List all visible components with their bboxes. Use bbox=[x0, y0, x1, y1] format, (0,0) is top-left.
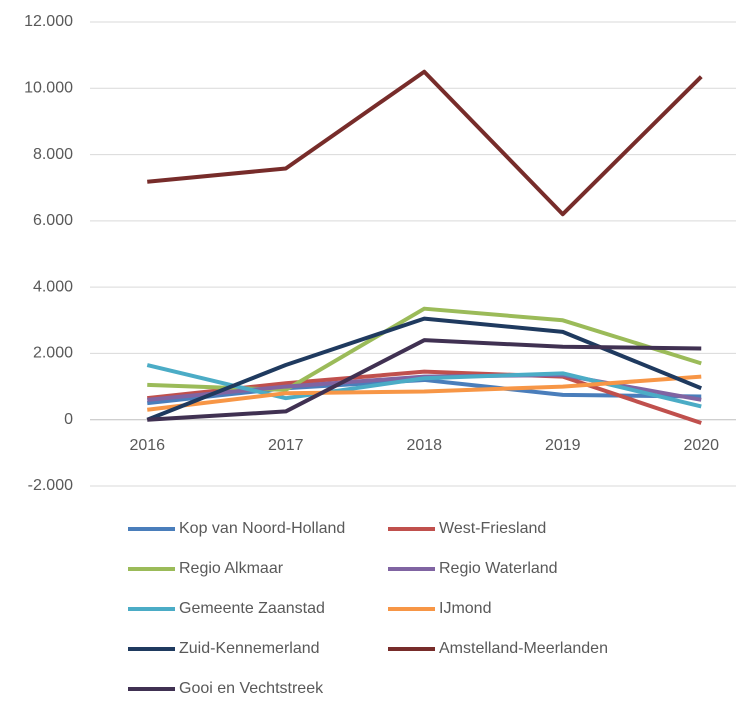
x-tick-label: 2018 bbox=[406, 437, 442, 454]
x-tick-label: 2019 bbox=[545, 437, 581, 454]
legend-label: IJmond bbox=[439, 600, 491, 617]
legend-label: Gooi en Vechtstreek bbox=[179, 680, 324, 697]
y-tick-label: -2.000 bbox=[28, 477, 73, 494]
y-tick-label: 12.000 bbox=[24, 13, 73, 30]
y-tick-label: 0 bbox=[64, 411, 73, 428]
x-tick-label: 2017 bbox=[268, 437, 304, 454]
legend-label: West-Friesland bbox=[439, 520, 546, 537]
y-tick-label: 4.000 bbox=[33, 278, 73, 295]
series-line bbox=[146, 316, 703, 422]
legend-label: Regio Waterland bbox=[439, 560, 558, 577]
y-tick-label: 10.000 bbox=[24, 80, 73, 97]
series-line bbox=[147, 69, 703, 217]
legend-label: Kop van Noord-Holland bbox=[179, 520, 345, 537]
series-line bbox=[147, 374, 702, 412]
y-tick-label: 2.000 bbox=[33, 345, 73, 362]
legend-label: Gemeente Zaanstad bbox=[179, 600, 325, 617]
legend-label: Amstelland-Meerlanden bbox=[439, 640, 608, 657]
series-line bbox=[147, 338, 702, 422]
x-tick-label: 2016 bbox=[129, 437, 165, 454]
y-tick-label: 8.000 bbox=[33, 146, 73, 163]
y-tick-label: 6.000 bbox=[33, 212, 73, 229]
legend-label: Regio Alkmaar bbox=[179, 560, 284, 577]
legend-label: Zuid-Kennemerland bbox=[179, 640, 320, 657]
x-tick-label: 2020 bbox=[683, 437, 719, 454]
